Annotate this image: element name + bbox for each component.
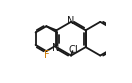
Text: Cl: Cl [68, 45, 78, 55]
Text: N: N [52, 43, 59, 53]
Text: N: N [67, 16, 74, 26]
Text: F: F [44, 50, 49, 60]
